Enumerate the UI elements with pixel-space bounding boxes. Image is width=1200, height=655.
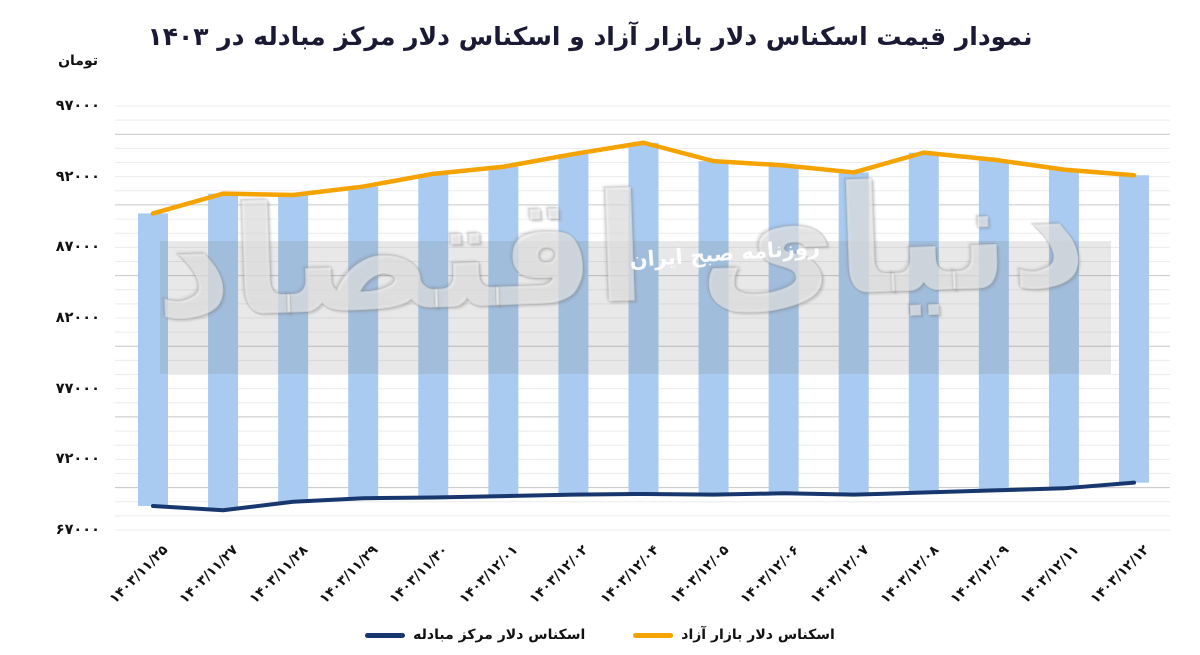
legend-label-mobadele: اسکناس دلار مرکز مبادله [413,627,586,643]
price-range-bar [418,173,449,498]
y-tick-label: ۹۷۰۰۰ [55,98,100,114]
mobadele-line [151,480,1136,513]
price-range-bar [978,159,1009,491]
chart-title: نمودار قیمت اسکناس دلار بازار آزاد و اسک… [147,22,1033,51]
price-range-bar [208,193,239,511]
y-tick-label: ۷۷۰۰۰ [55,380,100,397]
legend-item-mobadele: اسکناس دلار مرکز مبادله [365,627,585,643]
price-range-bar [768,165,799,494]
y-tick-label: ۸۲۰۰۰ [55,310,100,326]
price-range-bar [628,142,659,494]
legend: اسکناس دلار مرکز مبادله اسکناس دلار بازا… [0,627,1200,643]
price-range-bar [1119,175,1149,483]
price-range-bar [1048,169,1079,489]
azad-line [150,140,1137,216]
price-range-bar [138,213,168,506]
legend-swatch-mobadele-line [365,632,406,638]
legend-swatch-azad-line [633,632,674,638]
price-range-bar [558,154,589,495]
y-axis-unit-label: تومان [58,53,98,69]
price-range-bar [348,186,379,499]
y-tick-label: ۷۲۰۰۰ [55,451,100,468]
y-tick-label: ۸۷۰۰۰ [55,239,100,256]
y-tick-label: ۶۷۰۰۰ [55,522,100,538]
y-tick-label: ۹۲۰۰۰ [55,168,100,185]
price-range-bar [488,166,519,497]
price-range-bar [838,172,869,495]
price-range-bar [908,152,939,493]
price-range-bar [698,161,729,495]
legend-label-azad: اسکناس دلار بازار آزاد [681,627,835,643]
watermark-band [160,241,1111,374]
legend-item-azad: اسکناس دلار بازار آزاد [633,627,835,643]
price-range-bar [278,195,309,502]
